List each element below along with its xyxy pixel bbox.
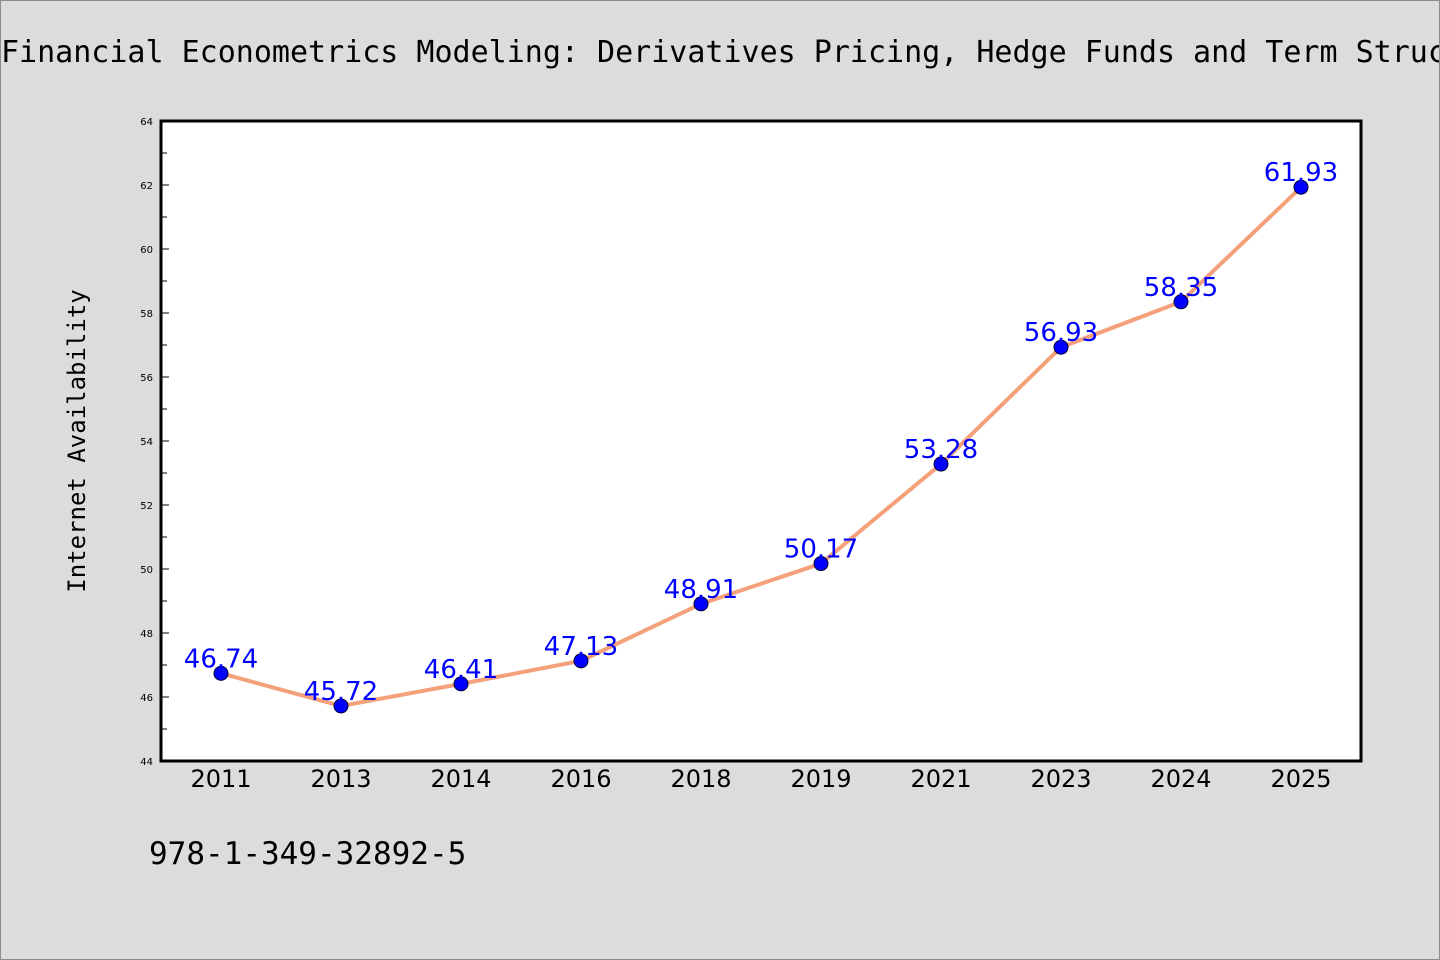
x-tick-label: 2018 bbox=[670, 765, 731, 793]
data-label: 46.74 bbox=[184, 644, 258, 674]
y-tick-label: 54 bbox=[140, 437, 153, 448]
data-label: 48.91 bbox=[664, 575, 738, 605]
y-tick-label: 62 bbox=[140, 181, 153, 192]
x-tick-label: 2013 bbox=[310, 765, 371, 793]
data-point bbox=[573, 653, 589, 669]
data-point bbox=[453, 676, 469, 692]
data-label: 58.35 bbox=[1144, 273, 1218, 303]
plot-area bbox=[161, 121, 1361, 761]
x-tick-label: 2019 bbox=[790, 765, 851, 793]
data-label: 56.93 bbox=[1024, 318, 1098, 348]
data-point bbox=[213, 665, 229, 681]
x-tick-label: 2023 bbox=[1030, 765, 1091, 793]
data-label: 61.93 bbox=[1264, 158, 1338, 188]
series-line bbox=[219, 185, 1303, 708]
data-label: 45.72 bbox=[304, 677, 378, 707]
y-tick-label: 56 bbox=[140, 373, 153, 384]
x-tick-label: 2021 bbox=[910, 765, 971, 793]
y-tick-label: 50 bbox=[140, 565, 153, 576]
data-point bbox=[1053, 339, 1069, 355]
y-tick-label: 44 bbox=[140, 757, 153, 768]
x-tick-label: 2024 bbox=[1150, 765, 1211, 793]
data-label: 46.41 bbox=[424, 655, 498, 685]
chart-title: Financial Econometrics Modeling: Derivat… bbox=[1, 35, 1440, 70]
x-tick-label: 2025 bbox=[1270, 765, 1331, 793]
y-tick-label: 46 bbox=[140, 693, 153, 704]
y-tick-label: 64 bbox=[140, 117, 153, 128]
series-layer: 46.74 45.72 46.41 47.13 48.91 50.17 53.28 56.93… bbox=[184, 158, 1338, 714]
x-tick-label: 2011 bbox=[190, 765, 251, 793]
data-point bbox=[693, 596, 709, 612]
isbn-annotation: 978-1-349-32892-5 bbox=[149, 836, 467, 872]
y-tick-label: 52 bbox=[140, 501, 153, 512]
x-axis: 2011 2013 2014 2016 2018 2019 2021 2023 2024 2025 bbox=[190, 765, 1331, 793]
data-point bbox=[813, 556, 829, 572]
data-point bbox=[933, 456, 949, 472]
y-tick-label: 58 bbox=[140, 309, 153, 320]
data-point bbox=[1173, 294, 1189, 310]
data-label: 50.17 bbox=[784, 535, 858, 565]
x-tick-label: 2016 bbox=[550, 765, 611, 793]
x-tick-label: 2014 bbox=[430, 765, 491, 793]
data-point bbox=[1293, 179, 1309, 195]
y-axis-title: Internet Availability bbox=[63, 289, 91, 592]
y-tick-label: 48 bbox=[140, 629, 153, 640]
data-point bbox=[333, 698, 349, 714]
y-tick-label: 60 bbox=[140, 245, 153, 256]
plot-frame bbox=[159, 119, 1363, 763]
data-label: 47.13 bbox=[544, 632, 618, 662]
data-label: 53.28 bbox=[904, 435, 978, 465]
